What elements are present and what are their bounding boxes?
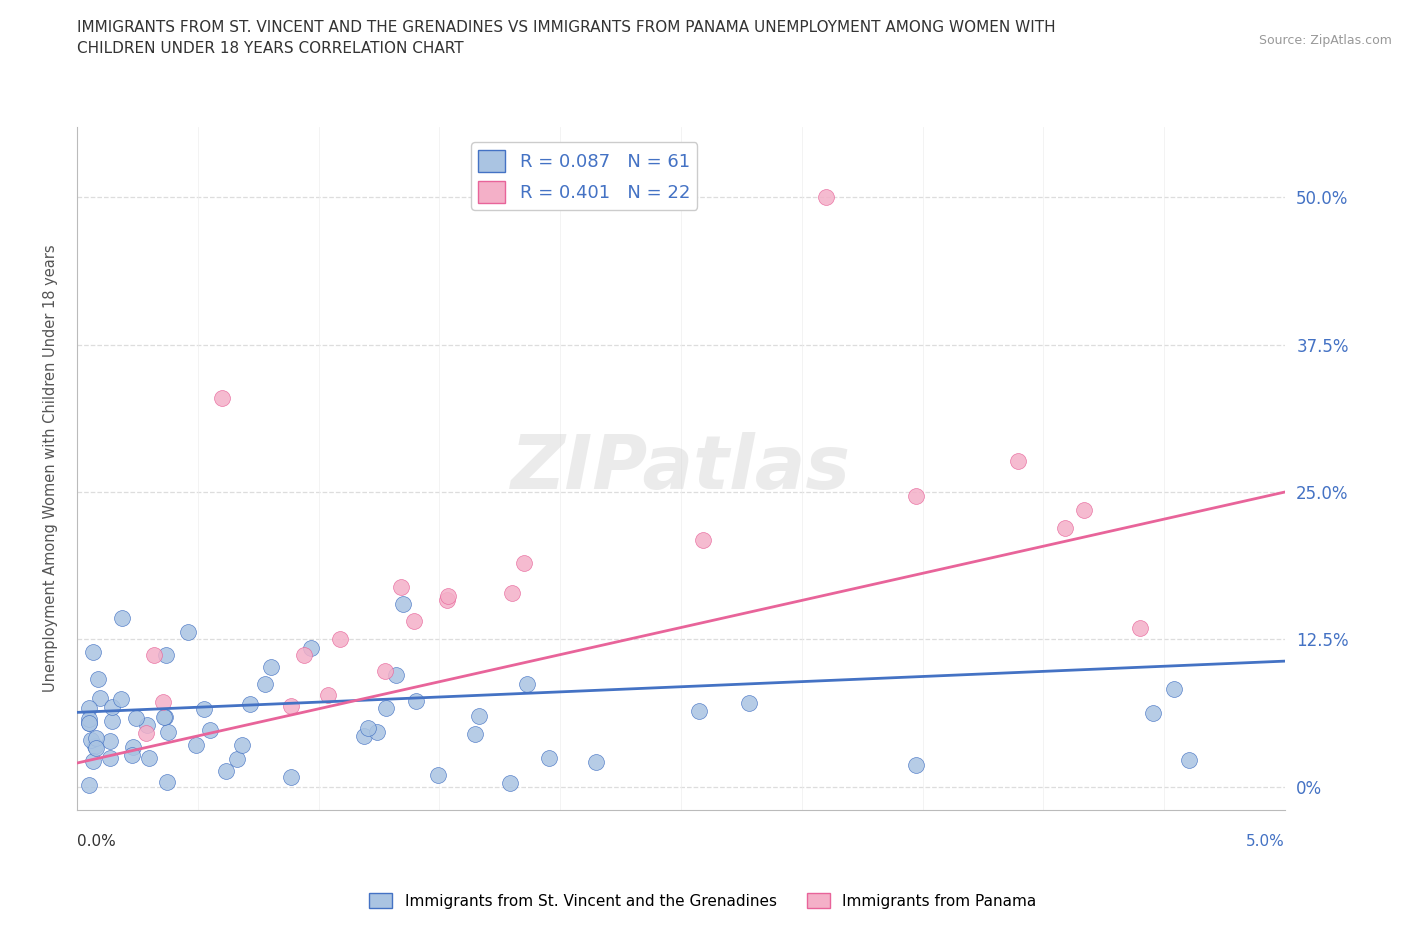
Point xyxy=(501,586,523,601)
Point xyxy=(214,764,236,778)
Point xyxy=(84,741,107,756)
Point xyxy=(98,734,121,749)
Point xyxy=(814,190,837,205)
Legend: R = 0.087   N = 61, R = 0.401   N = 22: R = 0.087 N = 61, R = 0.401 N = 22 xyxy=(471,142,697,210)
Point xyxy=(77,777,100,792)
Text: CHILDREN UNDER 18 YEARS CORRELATION CHART: CHILDREN UNDER 18 YEARS CORRELATION CHAR… xyxy=(77,41,464,56)
Point xyxy=(464,726,486,741)
Point xyxy=(121,747,143,762)
Text: Source: ZipAtlas.com: Source: ZipAtlas.com xyxy=(1258,34,1392,47)
Point xyxy=(155,648,177,663)
Point xyxy=(77,711,100,726)
Point xyxy=(299,641,322,656)
Point xyxy=(280,698,302,713)
Point xyxy=(1163,682,1185,697)
Point xyxy=(1007,454,1029,469)
Point xyxy=(77,716,100,731)
Point xyxy=(101,700,124,715)
Point xyxy=(177,625,200,640)
Point xyxy=(231,737,253,752)
Point xyxy=(437,589,460,604)
Point xyxy=(98,751,121,765)
Point xyxy=(405,694,427,709)
Point xyxy=(318,688,340,703)
Point xyxy=(499,776,522,790)
Point xyxy=(143,648,166,663)
Text: IMMIGRANTS FROM ST. VINCENT AND THE GRENADINES VS IMMIGRANTS FROM PANAMA UNEMPLO: IMMIGRANTS FROM ST. VINCENT AND THE GREN… xyxy=(77,20,1056,35)
Point xyxy=(110,692,132,707)
Point xyxy=(374,664,396,679)
Point xyxy=(280,770,302,785)
Point xyxy=(516,677,538,692)
Point xyxy=(467,708,489,723)
Point xyxy=(111,611,134,626)
Point xyxy=(152,710,174,724)
Point xyxy=(153,710,176,724)
Point xyxy=(1054,521,1077,536)
Point xyxy=(260,659,283,674)
Point xyxy=(585,755,607,770)
Point xyxy=(125,711,148,725)
Point xyxy=(253,676,276,691)
Point xyxy=(389,580,412,595)
Point xyxy=(80,733,103,748)
Point xyxy=(329,631,352,646)
Point xyxy=(122,739,145,754)
Point xyxy=(101,714,124,729)
Legend: Immigrants from St. Vincent and the Grenadines, Immigrants from Panama: Immigrants from St. Vincent and the Gren… xyxy=(363,886,1043,915)
Point xyxy=(513,555,536,570)
Point xyxy=(391,597,413,612)
Point xyxy=(538,751,561,765)
Point xyxy=(905,758,928,773)
Point xyxy=(1129,620,1152,635)
Point xyxy=(135,726,157,741)
Point xyxy=(184,737,207,752)
Point xyxy=(193,701,215,716)
Point xyxy=(402,614,425,629)
Point xyxy=(77,700,100,715)
Point xyxy=(1142,706,1164,721)
Point xyxy=(84,738,107,753)
Point xyxy=(86,730,108,745)
Point xyxy=(688,703,710,718)
Point xyxy=(138,751,160,766)
Point xyxy=(152,695,174,710)
Point xyxy=(385,668,408,683)
Point xyxy=(738,696,761,711)
Y-axis label: Unemployment Among Women with Children Under 18 years: Unemployment Among Women with Children U… xyxy=(44,245,58,692)
Point xyxy=(82,644,104,659)
Point xyxy=(238,697,260,711)
Point xyxy=(436,593,458,608)
Point xyxy=(353,728,375,743)
Point xyxy=(357,721,380,736)
Point xyxy=(292,647,315,662)
Point xyxy=(211,391,233,405)
Text: 0.0%: 0.0% xyxy=(77,834,115,849)
Point xyxy=(87,671,110,686)
Point xyxy=(77,715,100,730)
Point xyxy=(692,533,714,548)
Point xyxy=(1177,753,1199,768)
Point xyxy=(905,488,928,503)
Point xyxy=(157,724,180,739)
Point xyxy=(135,718,157,733)
Text: ZIPatlas: ZIPatlas xyxy=(510,432,851,505)
Point xyxy=(82,753,104,768)
Point xyxy=(198,723,221,737)
Point xyxy=(1073,502,1095,517)
Point xyxy=(426,768,449,783)
Point xyxy=(89,690,111,705)
Point xyxy=(366,724,388,739)
Point xyxy=(156,775,179,790)
Point xyxy=(225,751,247,766)
Point xyxy=(375,701,398,716)
Text: 5.0%: 5.0% xyxy=(1246,834,1285,849)
